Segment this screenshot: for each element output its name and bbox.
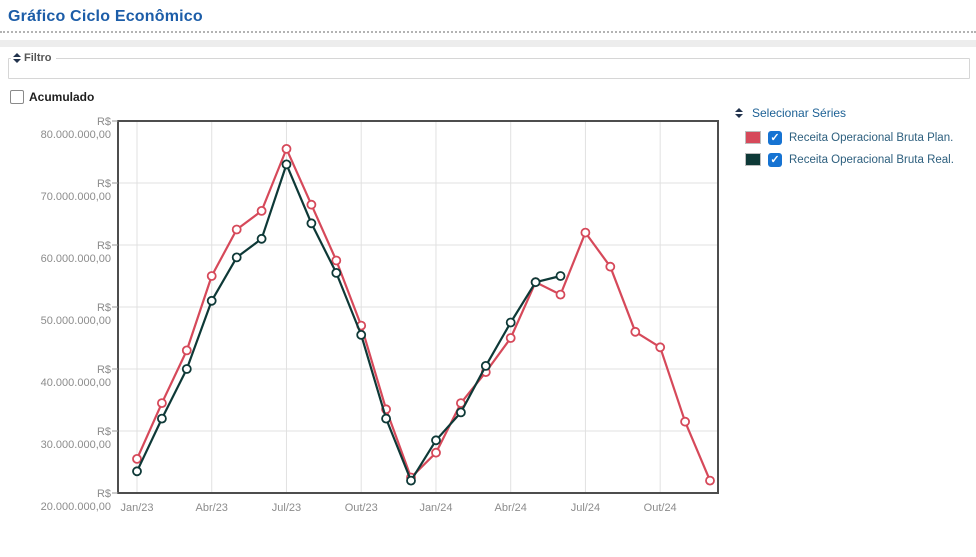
data-point-marker [555, 289, 566, 300]
y-axis-tick-label: 60.000.000,00 [41, 253, 111, 265]
data-point-marker [181, 345, 192, 356]
x-axis-tick-label: Jan/24 [419, 502, 452, 514]
y-axis-tick-label: 40.000.000,00 [41, 377, 111, 389]
data-point-marker [331, 267, 342, 278]
expand-collapse-icon [13, 53, 21, 63]
series-selector-panel: Selecionar Séries ✓ Receita Operacional B… [735, 106, 975, 173]
y-axis-currency-label: R$ [97, 116, 111, 128]
data-point-marker [256, 233, 267, 244]
expand-collapse-icon [735, 108, 743, 118]
data-point-marker [480, 360, 491, 371]
y-axis-tick-label: 70.000.000,00 [41, 191, 111, 203]
data-point-marker [156, 398, 167, 409]
data-point-marker [455, 407, 466, 418]
page-title: Gráfico Ciclo Econômico [8, 8, 203, 25]
data-point-marker [256, 206, 267, 216]
y-axis-tick-label: 50.000.000,00 [41, 315, 111, 327]
data-point-marker [306, 199, 317, 210]
data-point-marker [206, 295, 217, 306]
x-axis-tick-label: Jul/24 [571, 502, 600, 514]
y-axis-currency-label: R$ [97, 178, 111, 190]
title-divider [0, 31, 976, 33]
y-axis-currency-label: R$ [97, 302, 111, 314]
data-point-marker [231, 252, 242, 263]
data-point-marker [431, 435, 441, 446]
series-color-swatch [745, 153, 761, 166]
data-point-marker [156, 413, 167, 424]
y-axis-currency-label: R$ [97, 240, 111, 252]
data-point-marker [306, 218, 317, 229]
data-point-marker [281, 159, 292, 170]
data-point-marker [431, 447, 441, 458]
series-legend-row: ✓ Receita Operacional Bruta Plan. [745, 129, 975, 146]
series-legend-row: ✓ Receita Operacional Bruta Real. [745, 151, 975, 168]
series-line [135, 147, 712, 482]
filter-label: Filtro [24, 52, 52, 64]
data-point-marker [132, 453, 142, 464]
data-point-marker [356, 329, 367, 340]
data-point-marker [181, 364, 192, 374]
data-point-marker [605, 261, 616, 272]
x-axis-tick-label: Abr/24 [494, 502, 526, 514]
x-axis-tick-label: Out/24 [644, 502, 677, 514]
header-separator-band [0, 40, 976, 47]
series-line [136, 163, 561, 482]
data-point-marker [331, 255, 342, 266]
filter-panel-toggle[interactable]: Filtro [11, 52, 56, 64]
y-axis-currency-label: R$ [97, 488, 111, 500]
y-axis-tick-label: 30.000.000,00 [41, 439, 111, 451]
accumulated-row: Acumulado [10, 90, 94, 104]
data-point-marker [505, 333, 516, 343]
y-axis-currency-label: R$ [97, 426, 111, 438]
series-label: Receita Operacional Bruta Plan. [789, 131, 954, 144]
data-point-marker [231, 224, 242, 235]
series-label: Receita Operacional Bruta Real. [789, 153, 954, 166]
data-point-marker [406, 475, 416, 486]
series-visibility-checkbox[interactable]: ✓ [768, 152, 782, 167]
series-selector-header[interactable]: Selecionar Séries [735, 106, 975, 120]
series-visibility-checkbox[interactable]: ✓ [768, 130, 782, 145]
data-point-marker [505, 317, 516, 328]
data-point-marker [555, 271, 566, 281]
data-point-marker [132, 466, 142, 477]
x-axis-tick-label: Jan/23 [120, 502, 153, 514]
data-point-marker [630, 326, 641, 337]
accumulated-label: Acumulado [29, 90, 95, 104]
data-point-marker [580, 227, 591, 238]
x-axis-tick-label: Jul/23 [272, 502, 301, 514]
data-point-marker [530, 277, 541, 288]
filter-panel: Filtro [8, 52, 970, 79]
economic-cycle-line-chart: R$80.000.000,00R$70.000.000,00R$60.000.0… [41, 116, 719, 514]
accumulated-checkbox[interactable] [10, 90, 24, 104]
x-axis-tick-label: Abr/23 [196, 502, 228, 514]
y-axis-currency-label: R$ [97, 364, 111, 376]
y-axis-tick-label: 20.000.000,00 [41, 501, 111, 513]
series-color-swatch [745, 131, 761, 144]
x-axis-tick-label: Out/23 [345, 502, 378, 514]
data-point-marker [655, 342, 666, 353]
data-point-marker [680, 416, 690, 427]
data-point-marker [281, 144, 292, 154]
data-point-marker [705, 475, 715, 486]
data-point-marker [381, 413, 392, 424]
series-selector-title: Selecionar Séries [752, 106, 847, 120]
data-point-marker [206, 271, 217, 281]
y-axis-tick-label: 80.000.000,00 [41, 129, 111, 141]
